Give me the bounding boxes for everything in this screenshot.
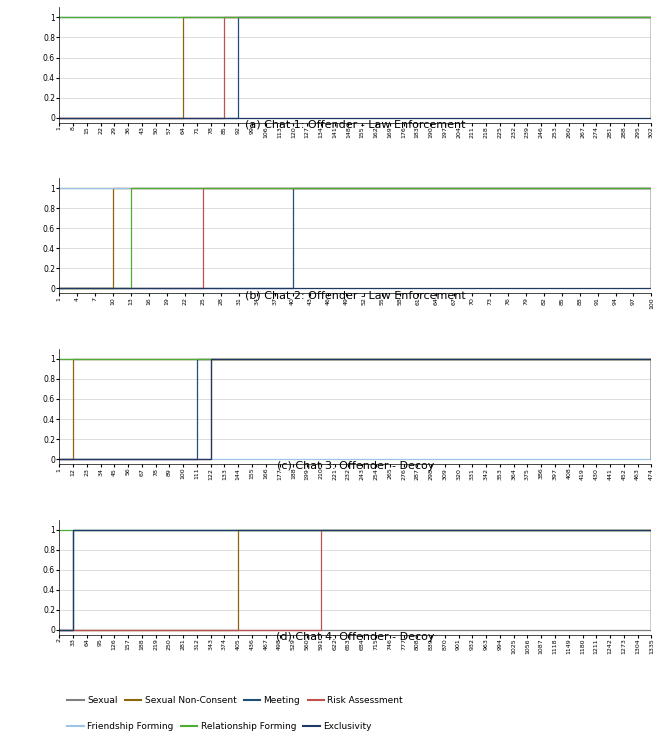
Title: (d) Chat 4: Offender - Decoy: (d) Chat 4: Offender - Decoy: [276, 632, 434, 642]
Title: (a) Chat 1: Offender - Law Enforcement: (a) Chat 1: Offender - Law Enforcement: [245, 120, 466, 130]
Title: (c) Chat 3: Offender - Decoy: (c) Chat 3: Offender - Decoy: [276, 461, 434, 471]
Title: (b) Chat 2: Offender - Law Enforcement: (b) Chat 2: Offender - Law Enforcement: [245, 290, 466, 300]
Legend: Friendship Forming, Relationship Forming, Exclusivity: Friendship Forming, Relationship Forming…: [64, 718, 375, 734]
